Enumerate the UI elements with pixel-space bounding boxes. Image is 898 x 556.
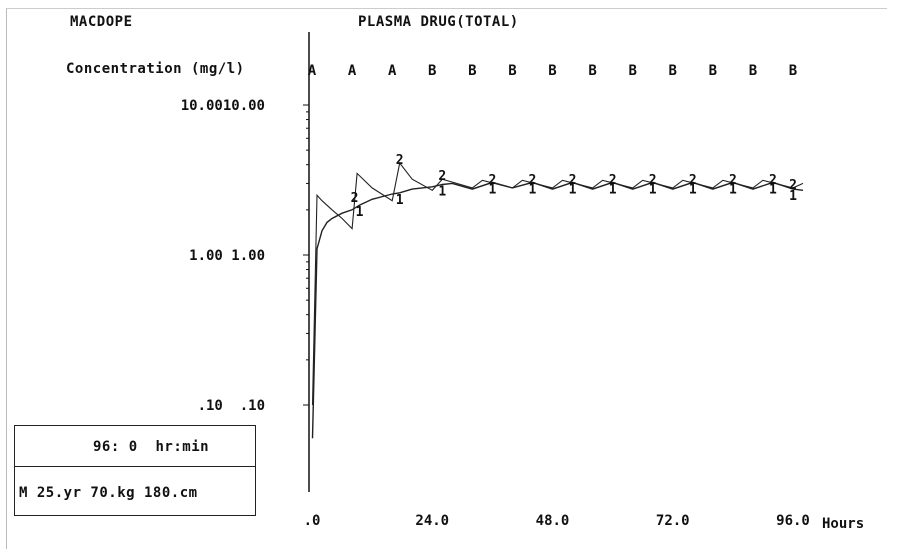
dose-marker: B xyxy=(548,63,556,79)
x-tick-label: 96.0 xyxy=(776,513,810,529)
dose-marker: A xyxy=(388,63,397,79)
dose-marker: B xyxy=(428,63,436,79)
program-name: MACDOPE xyxy=(70,14,133,30)
series-marker-1: 1 xyxy=(396,193,404,208)
series-marker-1: 1 xyxy=(438,185,446,200)
series-marker-2: 2 xyxy=(438,169,446,184)
y-tick-label: .10 .10 xyxy=(198,398,265,414)
patient-info: M 25.yr 70.kg 180.cm xyxy=(19,485,198,501)
dose-marker: A xyxy=(308,63,317,79)
time-display: 96: 0 hr:min xyxy=(93,439,210,455)
series-marker-2: 2 xyxy=(569,173,577,188)
screen-frame xyxy=(6,8,887,549)
series-marker-1: 1 xyxy=(569,182,577,197)
dose-marker: B xyxy=(628,63,636,79)
series-marker-1: 1 xyxy=(769,182,777,197)
series-marker-1: 1 xyxy=(529,182,537,197)
dose-marker: B xyxy=(508,63,516,79)
series-marker-2: 2 xyxy=(649,173,657,188)
series-marker-1: 1 xyxy=(488,182,496,197)
series-marker-2: 2 xyxy=(789,178,797,193)
patient-info-box: M 25.yr 70.kg 180.cm xyxy=(14,466,256,516)
series-line-2 xyxy=(311,161,804,406)
x-tick-label: .0 xyxy=(304,513,321,529)
series-marker-1: 1 xyxy=(729,182,737,197)
series-marker-1: 1 xyxy=(609,182,617,197)
x-axis-label: Hours xyxy=(822,516,864,532)
dose-marker: B xyxy=(588,63,596,79)
dose-marker: B xyxy=(709,63,717,79)
series-marker-1: 1 xyxy=(689,182,697,197)
series-marker-2: 2 xyxy=(488,173,496,188)
series-marker-2: 2 xyxy=(396,153,404,168)
series-marker-2: 2 xyxy=(529,173,537,188)
dose-marker: B xyxy=(789,63,797,79)
dose-marker: B xyxy=(749,63,757,79)
x-tick-label: 72.0 xyxy=(656,513,690,529)
dose-marker: B xyxy=(468,63,476,79)
y-tick-label: 10.0010.00 xyxy=(181,98,265,114)
y-tick-label: 1.00 1.00 xyxy=(189,248,265,264)
series-marker-1: 1 xyxy=(649,182,657,197)
series-marker-2: 2 xyxy=(609,173,617,188)
dose-marker: B xyxy=(669,63,677,79)
x-tick-label: 48.0 xyxy=(536,513,570,529)
dose-marker: A xyxy=(348,63,357,79)
y-axis-label: Concentration (mg/l) xyxy=(66,61,245,77)
series-line-1 xyxy=(311,181,804,439)
x-tick-label: 24.0 xyxy=(415,513,449,529)
series-marker-1: 1 xyxy=(356,205,364,220)
series-marker-2: 2 xyxy=(689,173,697,188)
plot-title: PLASMA DRUG(TOTAL) xyxy=(358,14,519,30)
series-marker-2: 2 xyxy=(729,173,737,188)
series-marker-2: 2 xyxy=(769,173,777,188)
series-marker-2: 2 xyxy=(351,191,359,206)
series-marker-1: 1 xyxy=(789,189,797,204)
